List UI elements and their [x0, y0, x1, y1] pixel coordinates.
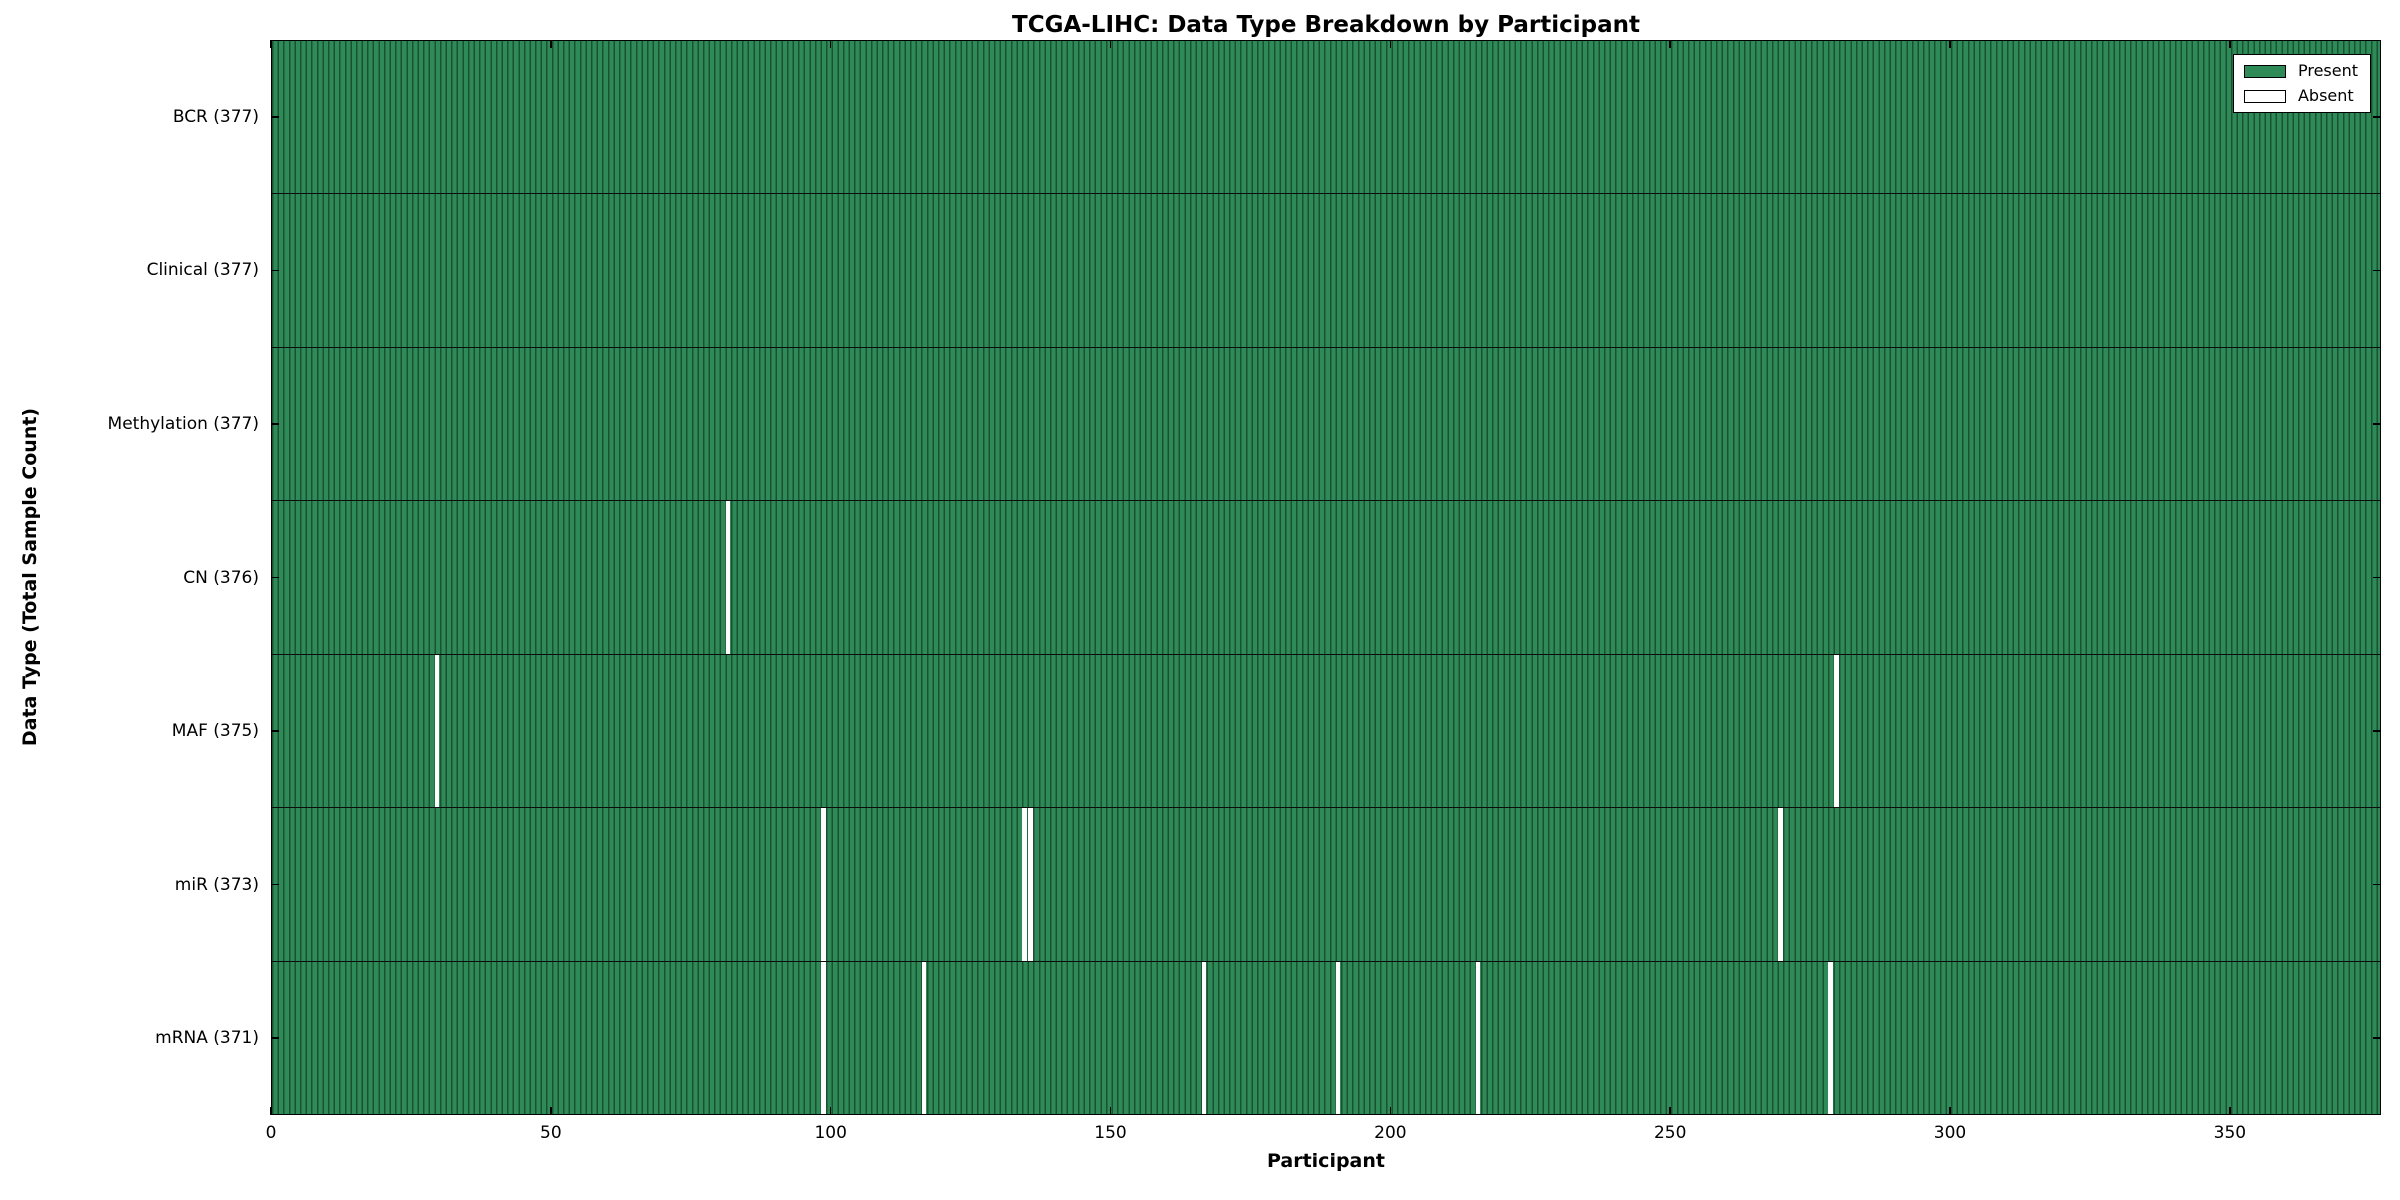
data-row-CN: [272, 501, 2380, 655]
y-tick-label-CN: CN (376): [183, 567, 259, 588]
y-tick-left-CN: [271, 576, 279, 579]
presence-matrix: [272, 41, 2380, 1114]
y-tick-label-Methylation: Methylation (377): [107, 413, 259, 434]
data-row-BCR: [272, 41, 2380, 195]
y-tick-left-mRNA: [271, 1037, 279, 1039]
x-tick-top-250: [1669, 40, 1671, 48]
y-tick-left-Clinical: [271, 269, 279, 272]
y-tick-label-MAF: MAF (375): [171, 721, 259, 742]
x-tick-bottom-200: [1389, 1107, 1392, 1115]
absent-marker-mRNA-98: [820, 961, 826, 1114]
y-tick-right-Clinical: [2373, 269, 2381, 272]
legend-item-absent: Absent: [2243, 86, 2358, 105]
legend: Present Absent: [2232, 54, 2371, 113]
x-tick-label-350: 350: [2213, 1123, 2247, 1143]
x-tick-label-200: 200: [1374, 1123, 1407, 1143]
data-row-miR: [272, 808, 2380, 962]
x-tick-label-50: 50: [540, 1123, 562, 1143]
x-tick-bottom-0: [270, 1107, 272, 1115]
x-tick-label-0: 0: [265, 1123, 277, 1143]
y-tick-left-Methylation: [271, 423, 279, 425]
y-tick-label-miR: miR (373): [174, 874, 259, 895]
absent-marker-miR-134: [1022, 808, 1028, 961]
x-tick-top-150: [1109, 40, 1112, 48]
y-tick-right-Methylation: [2373, 423, 2381, 425]
chart-title: TCGA-LIHC: Data Type Breakdown by Partic…: [1012, 12, 1640, 38]
absent-marker-miR-269: [1778, 808, 1783, 961]
y-tick-label-mRNA: mRNA (371): [155, 1028, 259, 1049]
absent-marker-miR-135: [1028, 808, 1033, 961]
x-tick-bottom-50: [550, 1107, 552, 1115]
legend-item-present: Present: [2243, 61, 2358, 80]
x-tick-bottom-150: [1109, 1107, 1112, 1115]
absent-marker-mRNA-215: [1475, 961, 1481, 1114]
x-tick-label-100: 100: [814, 1123, 847, 1143]
x-tick-top-200: [1389, 40, 1392, 48]
y-tick-left-BCR: [271, 116, 279, 118]
absent-swatch-icon: [2243, 89, 2286, 103]
x-axis-label: Participant: [1266, 1150, 1385, 1172]
y-tick-right-MAF: [2373, 730, 2381, 732]
x-tick-top-100: [829, 40, 832, 48]
y-tick-label-BCR: BCR (377): [172, 106, 259, 127]
y-tick-left-miR: [271, 883, 279, 886]
present-swatch-icon: [2243, 64, 2286, 78]
absent-marker-mRNA-190: [1335, 961, 1341, 1114]
x-tick-bottom-300: [1949, 1107, 1951, 1115]
x-tick-bottom-350: [2229, 1107, 2231, 1115]
y-tick-right-BCR: [2373, 116, 2381, 118]
y-tick-label-Clinical: Clinical (377): [146, 260, 259, 281]
absent-marker-mRNA-166: [1201, 961, 1207, 1114]
x-tick-label-300: 300: [1933, 1123, 1967, 1143]
absent-marker-MAF-29: [434, 654, 440, 808]
absent-marker-MAF-279: [1834, 654, 1839, 808]
plot-area: Present Absent: [271, 40, 2381, 1115]
y-tick-right-mRNA: [2373, 1037, 2381, 1039]
absent-marker-miR-98: [820, 808, 826, 961]
x-tick-top-0: [270, 40, 272, 48]
absent-marker-mRNA-278: [1828, 961, 1833, 1114]
y-tick-right-CN: [2373, 576, 2381, 579]
data-row-Methylation: [272, 347, 2380, 502]
data-row-mRNA: [272, 961, 2380, 1114]
x-tick-label-150: 150: [1094, 1123, 1127, 1143]
absent-marker-CN-81: [725, 501, 731, 654]
data-row-MAF: [272, 654, 2380, 809]
absent-marker-mRNA-116: [921, 961, 927, 1114]
y-tick-right-miR: [2373, 883, 2381, 886]
x-tick-bottom-100: [829, 1107, 832, 1115]
x-tick-bottom-250: [1669, 1107, 1671, 1115]
x-tick-top-350: [2229, 40, 2231, 48]
y-tick-left-MAF: [271, 730, 279, 732]
x-tick-top-50: [550, 40, 552, 48]
data-row-Clinical: [272, 194, 2380, 348]
legend-label-absent: Absent: [2297, 86, 2354, 105]
x-tick-label-250: 250: [1653, 1123, 1687, 1143]
x-tick-top-300: [1949, 40, 1951, 48]
legend-label-present: Present: [2297, 61, 2358, 80]
